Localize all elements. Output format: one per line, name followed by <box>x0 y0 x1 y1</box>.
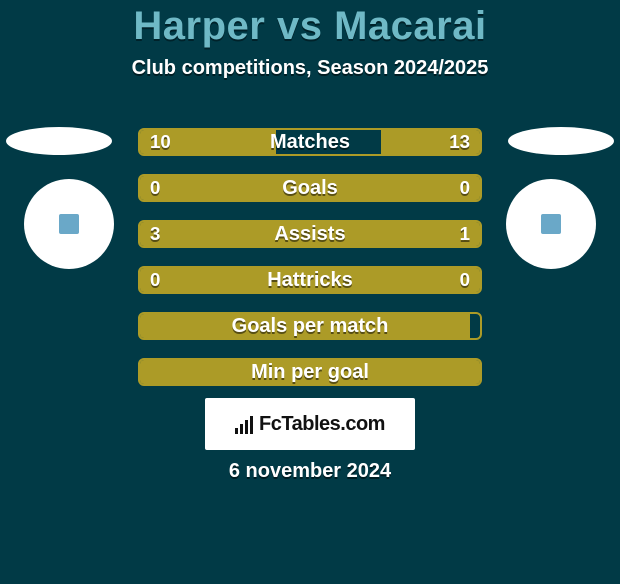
stat-value-right: 1 <box>450 222 480 246</box>
stat-value-left: 0 <box>140 176 170 200</box>
stat-value-right: 0 <box>450 268 480 292</box>
player-left-circle <box>24 179 114 269</box>
stat-value-right: 13 <box>439 130 480 154</box>
stat-value-left: 3 <box>140 222 170 246</box>
stat-row: Matches10 13 <box>138 128 482 156</box>
page-subtitle: Club competitions, Season 2024/2025 <box>0 57 620 80</box>
logo-bars-icon <box>235 414 253 434</box>
snapshot-date: 6 november 2024 <box>0 460 620 483</box>
stat-label: Hattricks <box>140 268 480 292</box>
stat-label: Goals <box>140 176 480 200</box>
stat-row: Hattricks0 0 <box>138 266 482 294</box>
fctables-logo: FcTables.com <box>205 398 415 450</box>
player-left-badge <box>59 214 79 234</box>
stat-row: Min per goal <box>138 358 482 386</box>
player-right-small-ellipse <box>508 127 614 155</box>
player-left-small-ellipse <box>6 127 112 155</box>
stat-label: Goals per match <box>140 314 480 338</box>
stat-label: Min per goal <box>140 360 480 384</box>
stat-row: Goals0 0 <box>138 174 482 202</box>
stat-label: Matches <box>140 130 480 154</box>
logo-text: FcTables.com <box>259 413 385 436</box>
stat-value-left: 0 <box>140 268 170 292</box>
stat-row: Assists3 1 <box>138 220 482 248</box>
stat-row: Goals per match <box>138 312 482 340</box>
stat-value-right: 0 <box>450 176 480 200</box>
page-title: Harper vs Macarai <box>0 4 620 49</box>
stat-value-left: 10 <box>140 130 181 154</box>
player-right-badge <box>541 214 561 234</box>
player-right-circle <box>506 179 596 269</box>
stat-label: Assists <box>140 222 480 246</box>
